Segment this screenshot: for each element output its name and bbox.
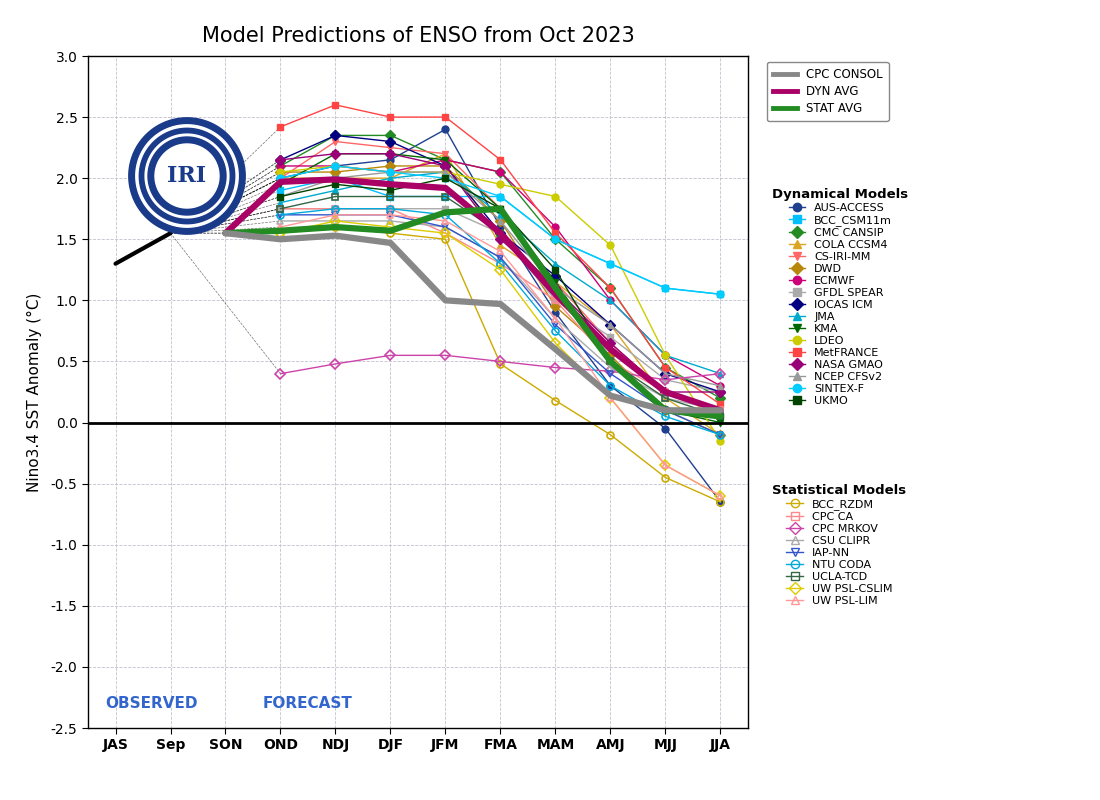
Polygon shape	[148, 137, 225, 215]
Text: OBSERVED: OBSERVED	[104, 696, 198, 711]
Legend: BCC_RZDM, CPC CA, CPC MRKOV, CSU CLIPR, IAP-NN, NTU CODA, UCLA-TCD, UW PSL-CSLIM: BCC_RZDM, CPC CA, CPC MRKOV, CSU CLIPR, …	[767, 478, 912, 611]
Polygon shape	[155, 144, 219, 208]
Polygon shape	[145, 134, 229, 218]
Polygon shape	[129, 118, 245, 234]
Polygon shape	[135, 125, 239, 227]
Text: FORECAST: FORECAST	[263, 696, 353, 711]
Text: IRI: IRI	[167, 165, 207, 187]
Title: Model Predictions of ENSO from Oct 2023: Model Predictions of ENSO from Oct 2023	[201, 26, 635, 46]
Polygon shape	[140, 128, 234, 224]
Y-axis label: Nino3.4 SST Anomaly (°C): Nino3.4 SST Anomaly (°C)	[28, 292, 43, 492]
